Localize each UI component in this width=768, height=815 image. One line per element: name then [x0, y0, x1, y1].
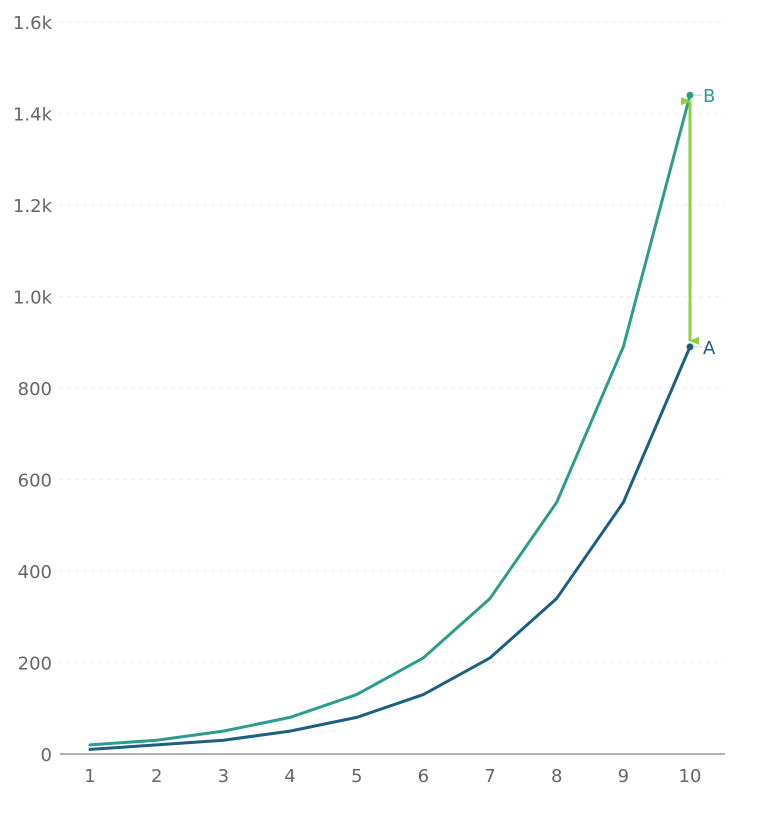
series-label-b: B	[703, 86, 715, 107]
x-tick-label: 1	[84, 766, 95, 787]
x-tick-label: 8	[551, 766, 562, 787]
series-line-b	[88, 93, 692, 747]
y-tick-label: 1.0k	[13, 288, 53, 309]
x-tick-label: 3	[218, 766, 229, 787]
y-tick-label: 400	[18, 562, 52, 583]
y-tick-label: 1.2k	[13, 196, 53, 217]
y-tick-label: 600	[18, 471, 52, 492]
y-tick-label: 200	[18, 654, 52, 675]
y-tick-label: 1.6k	[13, 13, 53, 34]
y-tick-label: 0	[41, 745, 52, 766]
x-tick-label: 4	[284, 766, 295, 787]
x-tick-label: 6	[418, 766, 429, 787]
series-label-a: A	[703, 338, 716, 359]
x-tick-label: 2	[151, 766, 162, 787]
series-line-a	[88, 345, 692, 751]
x-tick-label: 10	[679, 766, 702, 787]
x-tick-label: 9	[618, 766, 629, 787]
series-end-point-b	[686, 91, 694, 99]
series-end-point-a	[686, 343, 694, 351]
y-tick-label: 1.4k	[13, 105, 53, 126]
x-tick-label: 7	[484, 766, 495, 787]
x-tick-label: 5	[351, 766, 362, 787]
y-tick-label: 800	[18, 379, 52, 400]
